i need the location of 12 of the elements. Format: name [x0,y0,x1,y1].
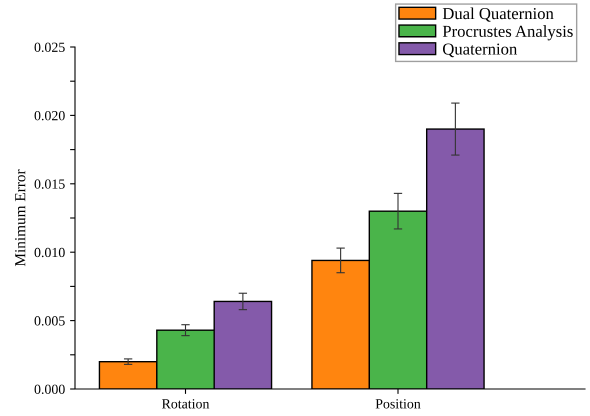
y-tick-label: 0.000 [34,384,65,394]
legend-label: Quaternion [442,43,518,58]
y-tick-label: 0.020 [34,110,65,120]
x-tick-label: Rotation [162,399,210,408]
y-axis-title: Minimum Error [15,170,26,266]
y-tick-label: 0.010 [34,248,65,258]
y-tick-label: 0.005 [34,316,65,326]
y-tick-label: 0.015 [34,179,65,189]
legend-label: Dual Quaternion [442,7,554,22]
y-tick-label: 0.025 [34,42,65,52]
legend-label: Procrustes Analysis [442,25,573,40]
x-tick-label: Position [376,399,421,408]
